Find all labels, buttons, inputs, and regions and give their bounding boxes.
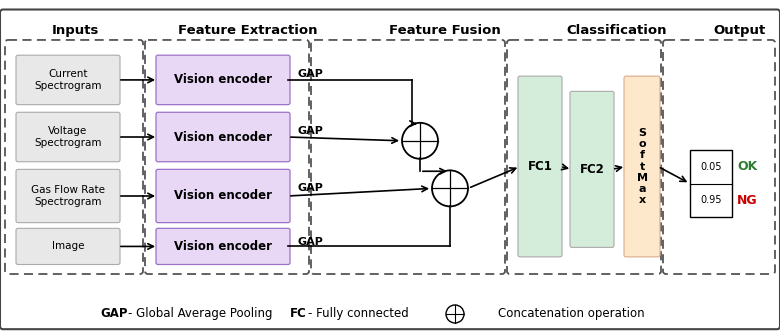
Text: Voltage
Spectrogram: Voltage Spectrogram (34, 126, 101, 148)
FancyBboxPatch shape (624, 76, 660, 257)
Text: 0.95: 0.95 (700, 195, 722, 205)
Text: GAP: GAP (298, 126, 324, 136)
Text: GAP: GAP (298, 69, 324, 79)
Text: Vision encoder: Vision encoder (174, 73, 272, 87)
FancyBboxPatch shape (156, 112, 290, 162)
FancyBboxPatch shape (156, 169, 290, 223)
Text: S
o
f
t
M
a
x: S o f t M a x (636, 128, 647, 205)
FancyBboxPatch shape (156, 55, 290, 105)
Text: Feature Extraction: Feature Extraction (179, 24, 317, 37)
Text: FC1: FC1 (527, 160, 552, 173)
Text: - Fully connected: - Fully connected (308, 307, 409, 320)
Text: OK: OK (737, 161, 757, 173)
Text: FC: FC (290, 307, 307, 320)
Text: GAP: GAP (298, 237, 324, 247)
FancyBboxPatch shape (16, 169, 120, 223)
FancyBboxPatch shape (156, 228, 290, 264)
Text: Inputs: Inputs (51, 24, 99, 37)
Text: Output: Output (714, 24, 766, 37)
Text: Vision encoder: Vision encoder (174, 240, 272, 253)
Bar (690, 150, 732, 217)
FancyBboxPatch shape (518, 76, 562, 257)
Text: Image: Image (51, 241, 84, 251)
Text: 0.05: 0.05 (700, 162, 722, 172)
FancyBboxPatch shape (16, 112, 120, 162)
FancyBboxPatch shape (570, 91, 614, 247)
Text: Vision encoder: Vision encoder (174, 131, 272, 144)
Text: - Global Average Pooling: - Global Average Pooling (128, 307, 272, 320)
Text: Classification: Classification (567, 24, 667, 37)
Text: GAP: GAP (298, 183, 324, 193)
Text: Gas Flow Rate
Spectrogram: Gas Flow Rate Spectrogram (31, 185, 105, 207)
FancyBboxPatch shape (16, 228, 120, 264)
Text: Vision encoder: Vision encoder (174, 189, 272, 202)
FancyBboxPatch shape (16, 55, 120, 105)
Text: Feature Fusion: Feature Fusion (389, 24, 501, 37)
Text: GAP: GAP (100, 307, 127, 320)
Text: NG: NG (737, 194, 757, 207)
Text: FC2: FC2 (580, 163, 604, 176)
Text: Concatenation operation: Concatenation operation (498, 307, 644, 320)
Text: Current
Spectrogram: Current Spectrogram (34, 69, 101, 91)
